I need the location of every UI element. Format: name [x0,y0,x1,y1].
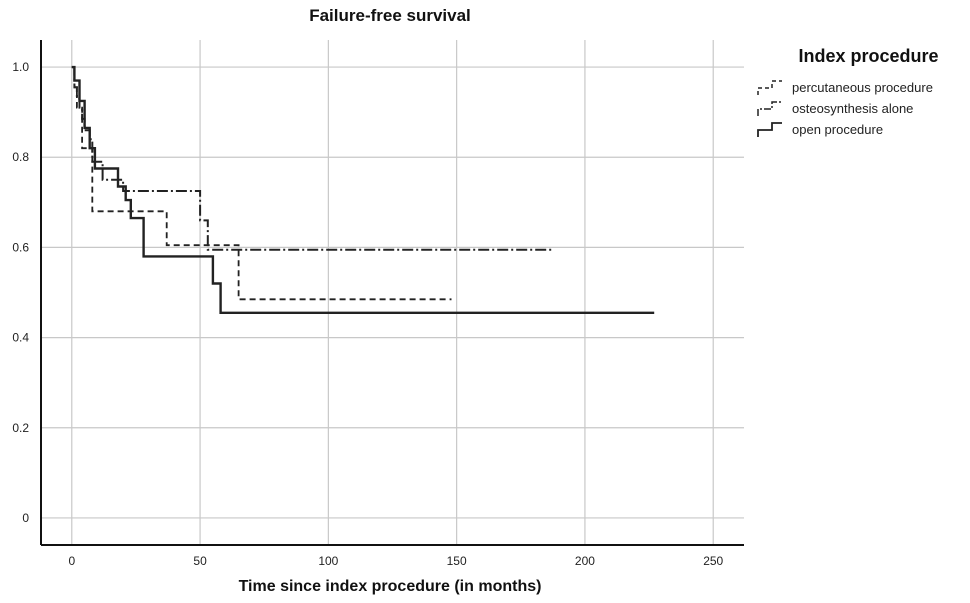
y-tick-label: 0.2 [12,421,29,435]
legend-label: open procedure [792,122,884,137]
legend-label: percutaneous procedure [792,80,933,95]
x-tick-label: 0 [68,554,75,568]
x-tick-label: 150 [447,554,467,568]
legend-item-open: open procedure [752,119,967,140]
series-line-dashed [71,66,452,301]
x-axis-label: Time since index procedure (in months) [238,578,542,595]
legend: Index procedure percutaneous procedure o… [752,46,967,140]
y-tick-label: 1.0 [12,60,29,74]
x-tick-label: 250 [703,554,723,568]
x-tick-label: 100 [318,554,338,568]
y-tick-label: 0.8 [12,150,29,164]
dashed-line-icon [757,79,782,95]
dash-dot-line-icon [757,100,782,116]
legend-item-osteosynthesis: osteosynthesis alone [752,98,967,119]
series-line-solid [71,65,655,314]
y-tick-label: 0.4 [12,331,29,345]
y-tick-label: 0.6 [12,240,29,254]
x-tick-label: 200 [575,554,595,568]
series-lines [71,65,655,314]
tick-labels: 0 50 100 150 200 250 0 0.2 0.4 0.6 0.8 1.0 [12,60,723,568]
legend-title: Index procedure [798,46,939,66]
solid-line-icon [757,121,782,137]
legend-item-percutaneous: percutaneous procedure [752,77,967,98]
x-tick-label: 50 [193,554,207,568]
y-tick-label: 0 [22,511,29,525]
chart-title: Failure-free survival [309,6,471,25]
legend-label: osteosynthesis alone [792,101,914,116]
axes [40,40,744,546]
grid [41,40,744,545]
